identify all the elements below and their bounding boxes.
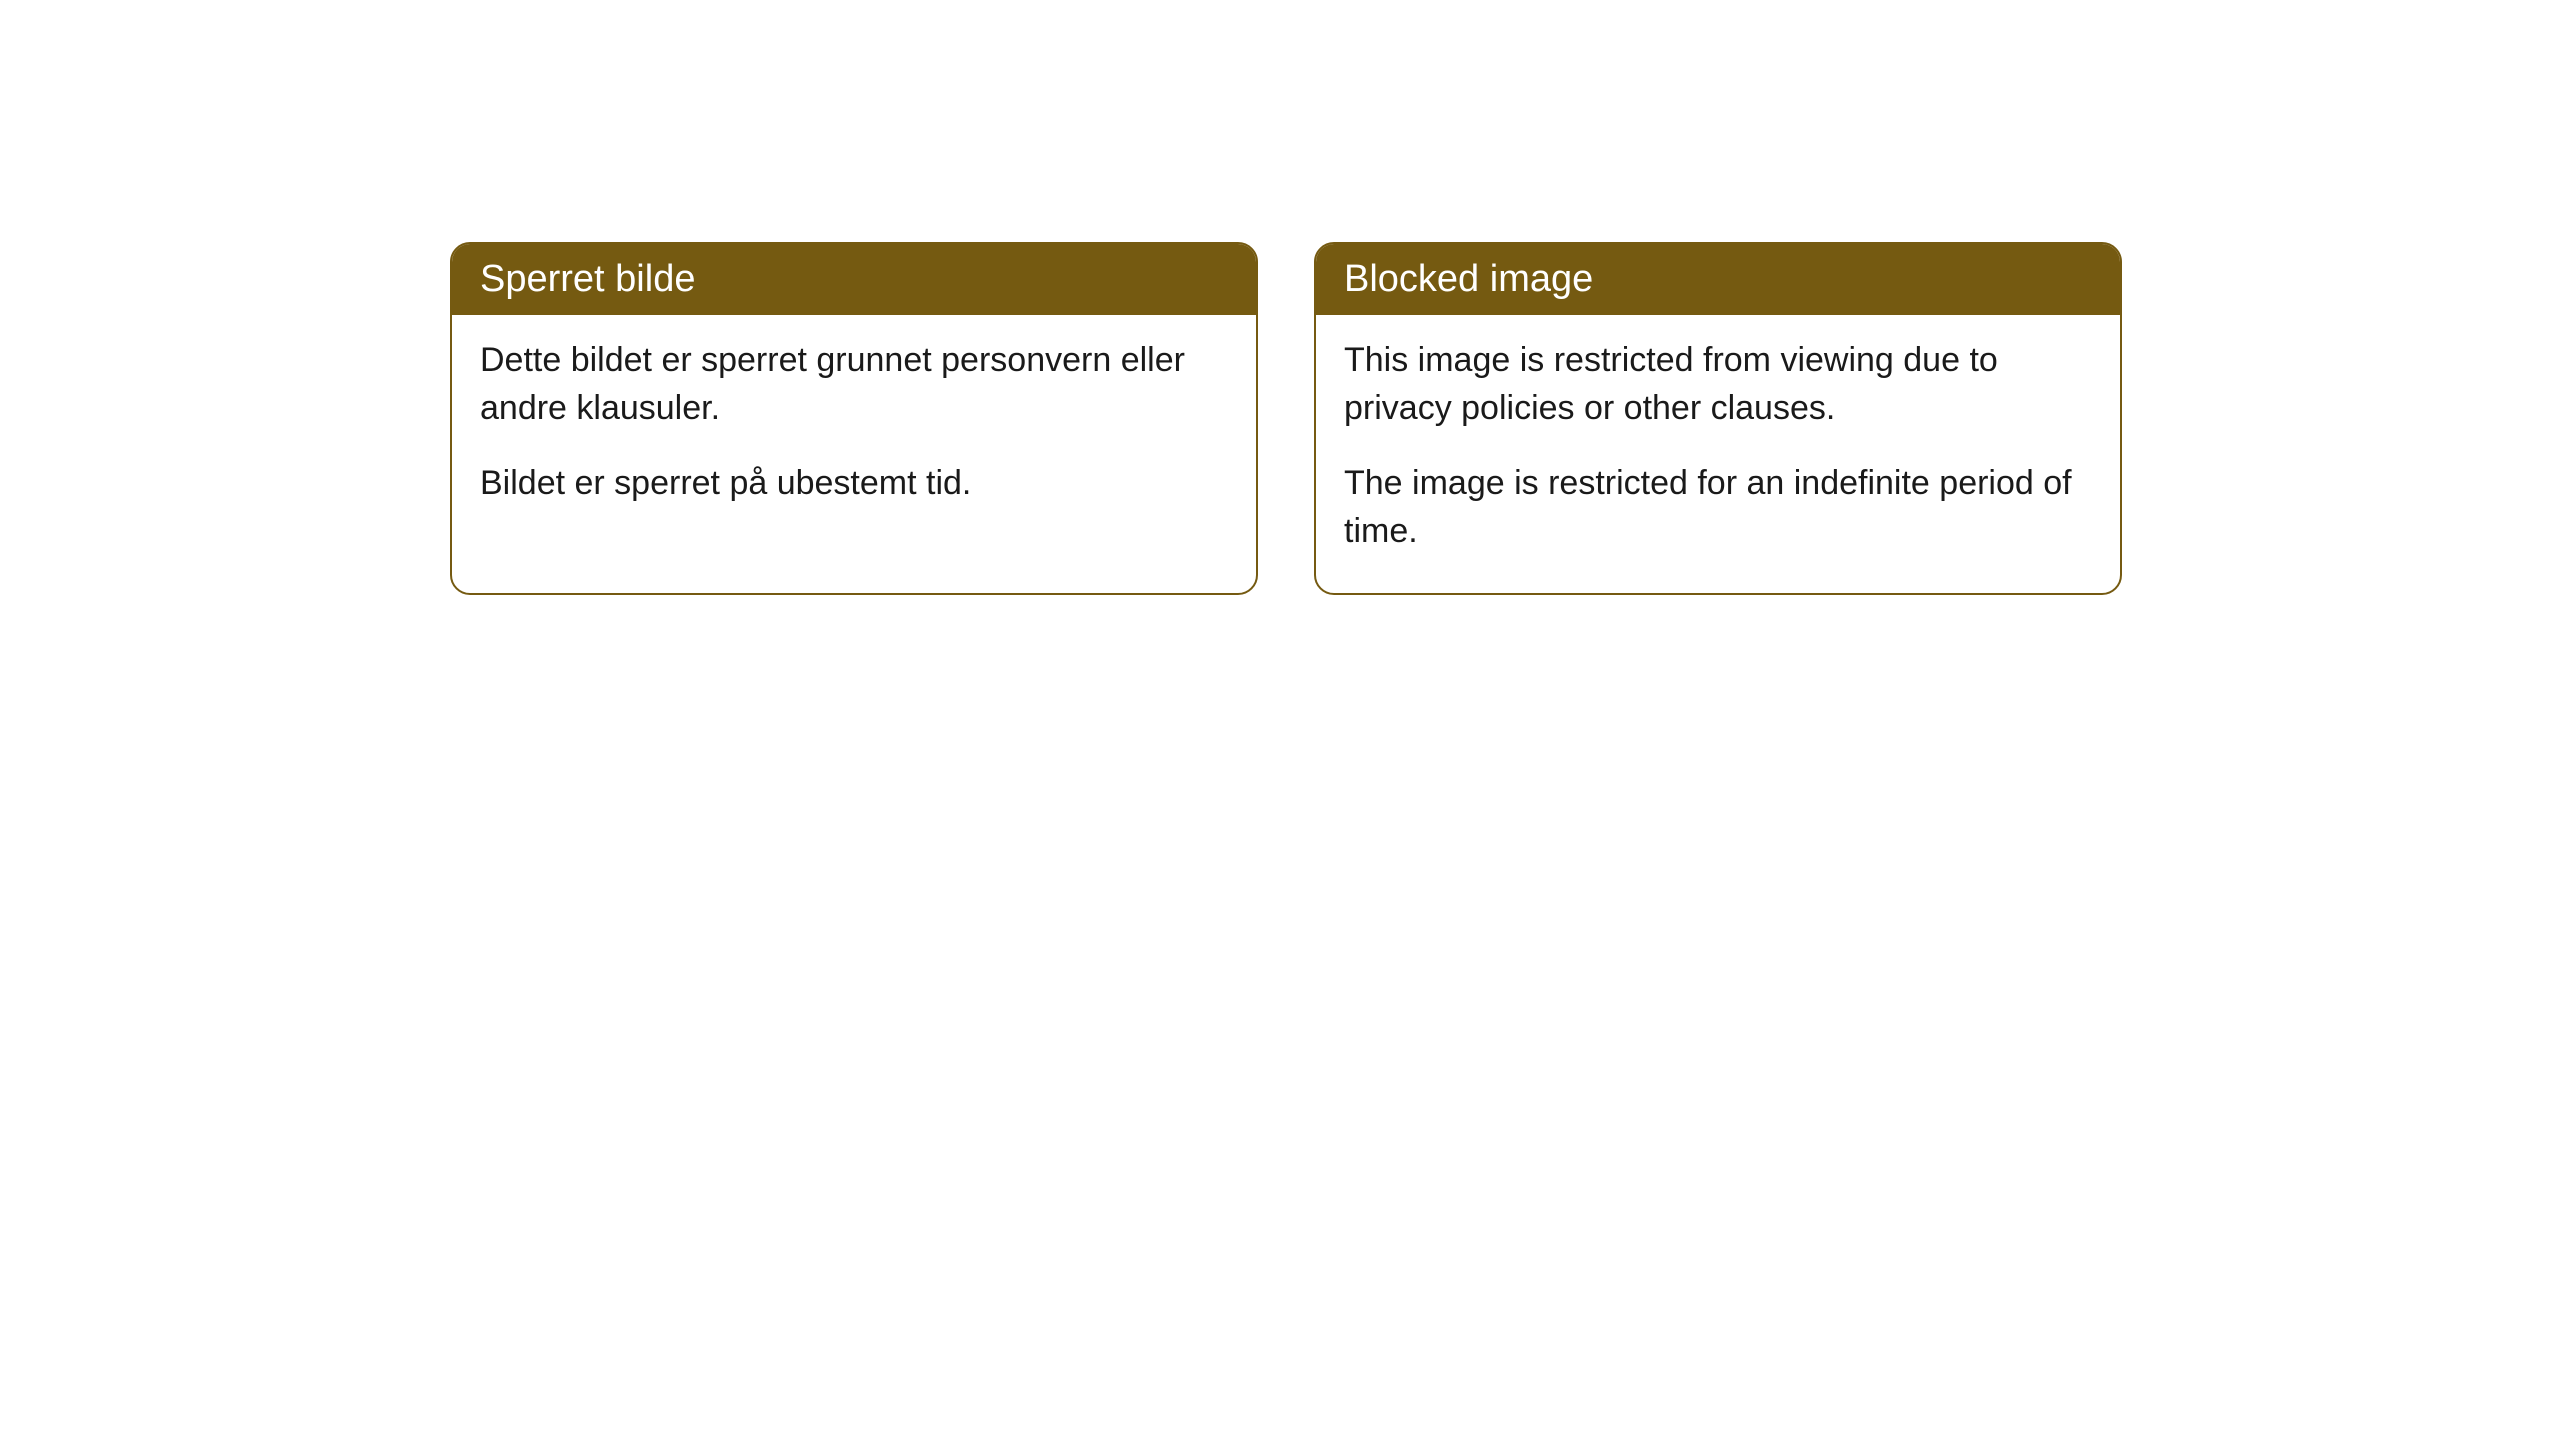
card-body-english: This image is restricted from viewing du… [1316, 315, 2120, 593]
blocked-image-card-english: Blocked image This image is restricted f… [1314, 242, 2122, 595]
card-header-norwegian: Sperret bilde [452, 244, 1256, 315]
card-paragraph-2-norwegian: Bildet er sperret på ubestemt tid. [480, 460, 1228, 508]
blocked-image-card-norwegian: Sperret bilde Dette bildet er sperret gr… [450, 242, 1258, 595]
card-title-norwegian: Sperret bilde [480, 258, 695, 300]
card-header-english: Blocked image [1316, 244, 2120, 315]
card-paragraph-1-norwegian: Dette bildet er sperret grunnet personve… [480, 337, 1228, 432]
notice-cards-container: Sperret bilde Dette bildet er sperret gr… [0, 0, 2560, 595]
card-body-norwegian: Dette bildet er sperret grunnet personve… [452, 315, 1256, 546]
card-title-english: Blocked image [1344, 258, 1593, 300]
card-paragraph-2-english: The image is restricted for an indefinit… [1344, 460, 2092, 555]
card-paragraph-1-english: This image is restricted from viewing du… [1344, 337, 2092, 432]
